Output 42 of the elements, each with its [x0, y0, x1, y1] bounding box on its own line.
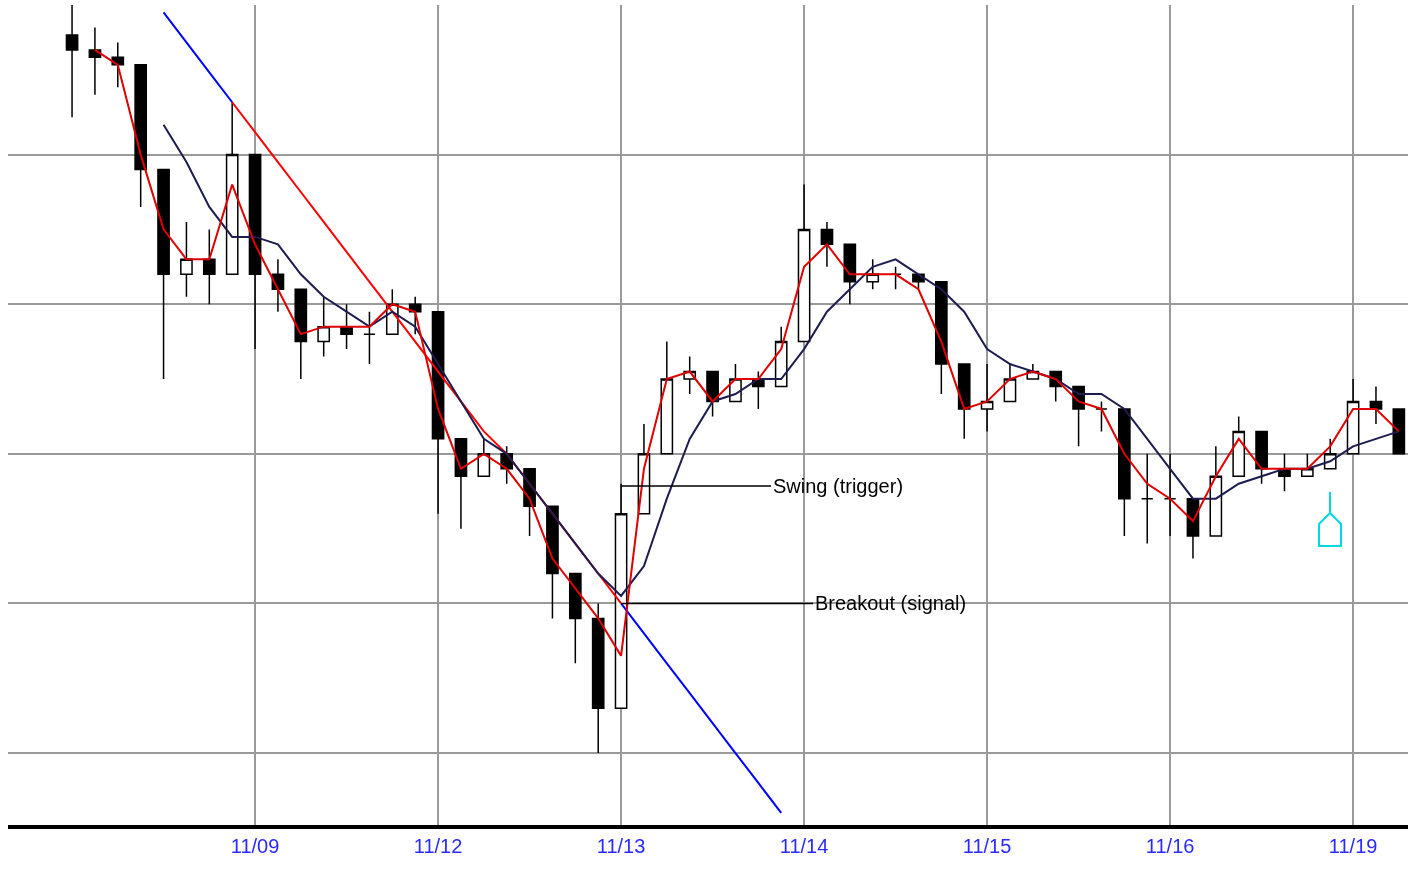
candlestick [1392, 408, 1406, 455]
candlestick [568, 572, 582, 665]
annotation: Swing (trigger) [773, 475, 904, 497]
candlestick [294, 288, 308, 380]
candlestick [843, 243, 857, 305]
x-tick-label: 11/19 [1328, 835, 1378, 857]
candlestick [454, 438, 468, 530]
candlestick [225, 101, 239, 276]
candlestick [248, 153, 262, 350]
x-tick-label: 11/12 [413, 835, 463, 857]
candlestick [65, 5, 79, 118]
x-tick-label: 11/14 [779, 835, 829, 857]
candlestick [797, 183, 811, 343]
candlestick [408, 295, 422, 335]
candlestick [180, 221, 193, 298]
candlestick [1209, 445, 1223, 537]
candlestick [111, 41, 125, 89]
candlestick [157, 168, 170, 380]
candlestick [363, 310, 376, 365]
x-tick-label: 11/09 [230, 835, 280, 857]
candlestick [88, 26, 102, 96]
candlestick [317, 295, 331, 358]
candlestick [660, 340, 674, 455]
candlestick [591, 602, 605, 754]
candlestick [934, 281, 948, 395]
candlestick [1369, 385, 1383, 425]
candlestick [820, 221, 834, 268]
candlestick [1232, 415, 1246, 478]
candlestick [134, 64, 148, 208]
candlestick [477, 438, 491, 478]
candlestick [202, 228, 216, 305]
candlestick [1255, 430, 1268, 485]
candlestick [980, 363, 994, 433]
candlestick [1117, 408, 1131, 537]
candlestick [1003, 363, 1017, 403]
annotation: Breakout (signal) [815, 592, 967, 614]
x-tick-label: 11/15 [962, 835, 1012, 857]
x-tick-label: 11/16 [1145, 835, 1195, 857]
candlestick [957, 363, 971, 440]
x-tick-label: 11/13 [596, 835, 646, 857]
candlestick [1163, 453, 1177, 537]
candlestick [1140, 453, 1154, 545]
